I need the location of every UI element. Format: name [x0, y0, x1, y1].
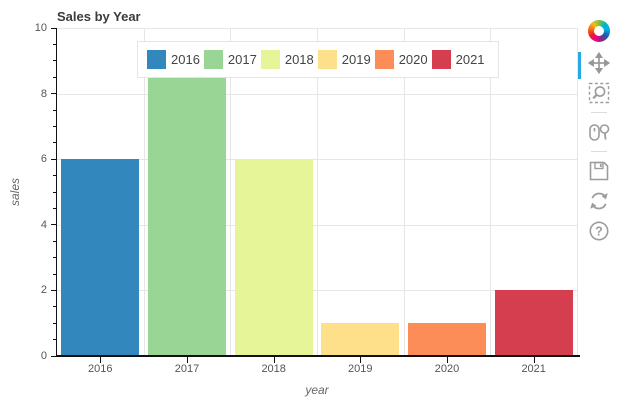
x-major-tick [100, 357, 102, 363]
v-gridline [230, 28, 232, 356]
y-minor-tick [53, 322, 57, 324]
bar-2017 [148, 77, 226, 356]
y-minor-tick [53, 306, 57, 308]
svg-text:?: ? [595, 224, 603, 238]
legend-label: 2018 [284, 52, 314, 67]
y-major-tick [51, 27, 57, 29]
y-major-tick [51, 93, 57, 95]
y-major-tick [51, 289, 57, 291]
legend-swatch-2017 [203, 50, 223, 69]
legend-swatch-2021 [431, 50, 451, 69]
legend-item-2016: 2016 [147, 50, 200, 69]
wheel-zoom-icon [589, 124, 610, 141]
y-major-tick [51, 355, 57, 357]
pan-icon [588, 52, 610, 74]
x-major-tick [360, 357, 362, 363]
reset-icon [590, 192, 608, 210]
legend-label: 2021 [455, 52, 485, 67]
y-axis-label: sales [8, 177, 22, 207]
x-axis-label: year [305, 383, 329, 397]
legend-swatch-2020 [374, 50, 394, 69]
legend-label: 2019 [341, 52, 371, 67]
v-gridline [317, 28, 318, 356]
y-minor-tick [53, 339, 57, 341]
legend-item-2017: 2017 [203, 50, 257, 69]
toolbar-separator [591, 151, 607, 152]
x-tick-label: 2018 [261, 363, 286, 375]
legend-label: 2020 [398, 52, 428, 67]
y-minor-tick [53, 125, 57, 127]
y-minor-tick [53, 191, 57, 193]
y-axis-label-wrap: sales [6, 178, 24, 206]
active-tool-indicator [578, 52, 581, 79]
y-minor-tick [53, 257, 57, 259]
x-axis-line [57, 355, 580, 357]
y-tick-label: 6 [40, 153, 47, 166]
y-tick-label: 4 [40, 218, 47, 231]
box-zoom-button[interactable] [587, 81, 611, 105]
bar-2016 [61, 159, 140, 356]
y-minor-tick [53, 175, 57, 177]
bokeh-logo[interactable] [588, 20, 610, 42]
bar-2020 [408, 323, 486, 356]
chart-title: Sales by Year [57, 9, 141, 24]
y-tick-label: 2 [40, 284, 47, 297]
legend-item-2019: 2019 [317, 50, 371, 69]
save-icon [589, 161, 609, 181]
x-major-tick [187, 357, 188, 363]
plot-border-top [57, 28, 577, 29]
toolbar-separator [591, 112, 607, 113]
legend-swatch-2016 [147, 50, 166, 69]
x-tick-label: 2016 [88, 363, 113, 375]
y-minor-tick [53, 273, 57, 275]
y-minor-tick [53, 207, 57, 209]
wheel-zoom-button[interactable] [587, 120, 611, 144]
bar-2021 [494, 290, 573, 356]
y-major-tick [51, 158, 57, 160]
y-minor-tick [53, 76, 57, 78]
bar-2019 [321, 323, 400, 356]
bar-2018 [234, 159, 313, 356]
toolbar: ? [584, 20, 614, 249]
plot-border-right [577, 28, 578, 356]
x-major-tick [447, 357, 448, 363]
y-tick-label: 10 [34, 22, 47, 34]
legend-item-2021: 2021 [431, 50, 485, 69]
y-minor-tick [53, 142, 57, 144]
y-minor-tick [53, 109, 57, 111]
x-tick-label: 2020 [434, 363, 460, 375]
y-major-tick [51, 224, 57, 226]
reset-button[interactable] [587, 189, 611, 213]
save-button[interactable] [587, 159, 611, 183]
legend-item-2020: 2020 [374, 50, 428, 69]
legend: 2016 2017 2018 2019 2020 2021 [137, 41, 499, 78]
legend-item-2018: 2018 [260, 50, 314, 69]
v-gridline [403, 28, 405, 356]
x-major-tick [533, 357, 535, 363]
y-tick-label: 8 [40, 87, 47, 100]
pan-button[interactable] [587, 51, 611, 75]
v-gridline [143, 28, 145, 356]
y-minor-tick [53, 60, 57, 62]
y-tick-label: 0 [40, 350, 47, 362]
x-tick-label: 2021 [521, 363, 546, 375]
y-minor-tick [53, 240, 57, 242]
help-button[interactable]: ? [587, 219, 611, 243]
legend-label: 2016 [171, 52, 200, 67]
legend-swatch-2018 [260, 50, 280, 69]
legend-swatch-2019 [317, 50, 337, 69]
help-icon: ? [589, 221, 609, 241]
box-zoom-icon [588, 82, 610, 104]
x-tick-label: 2017 [174, 363, 200, 375]
x-major-tick [273, 357, 275, 363]
y-minor-tick [53, 43, 57, 45]
legend-label: 2017 [227, 52, 257, 67]
x-tick-label: 2019 [348, 363, 373, 375]
v-gridline [490, 28, 492, 356]
